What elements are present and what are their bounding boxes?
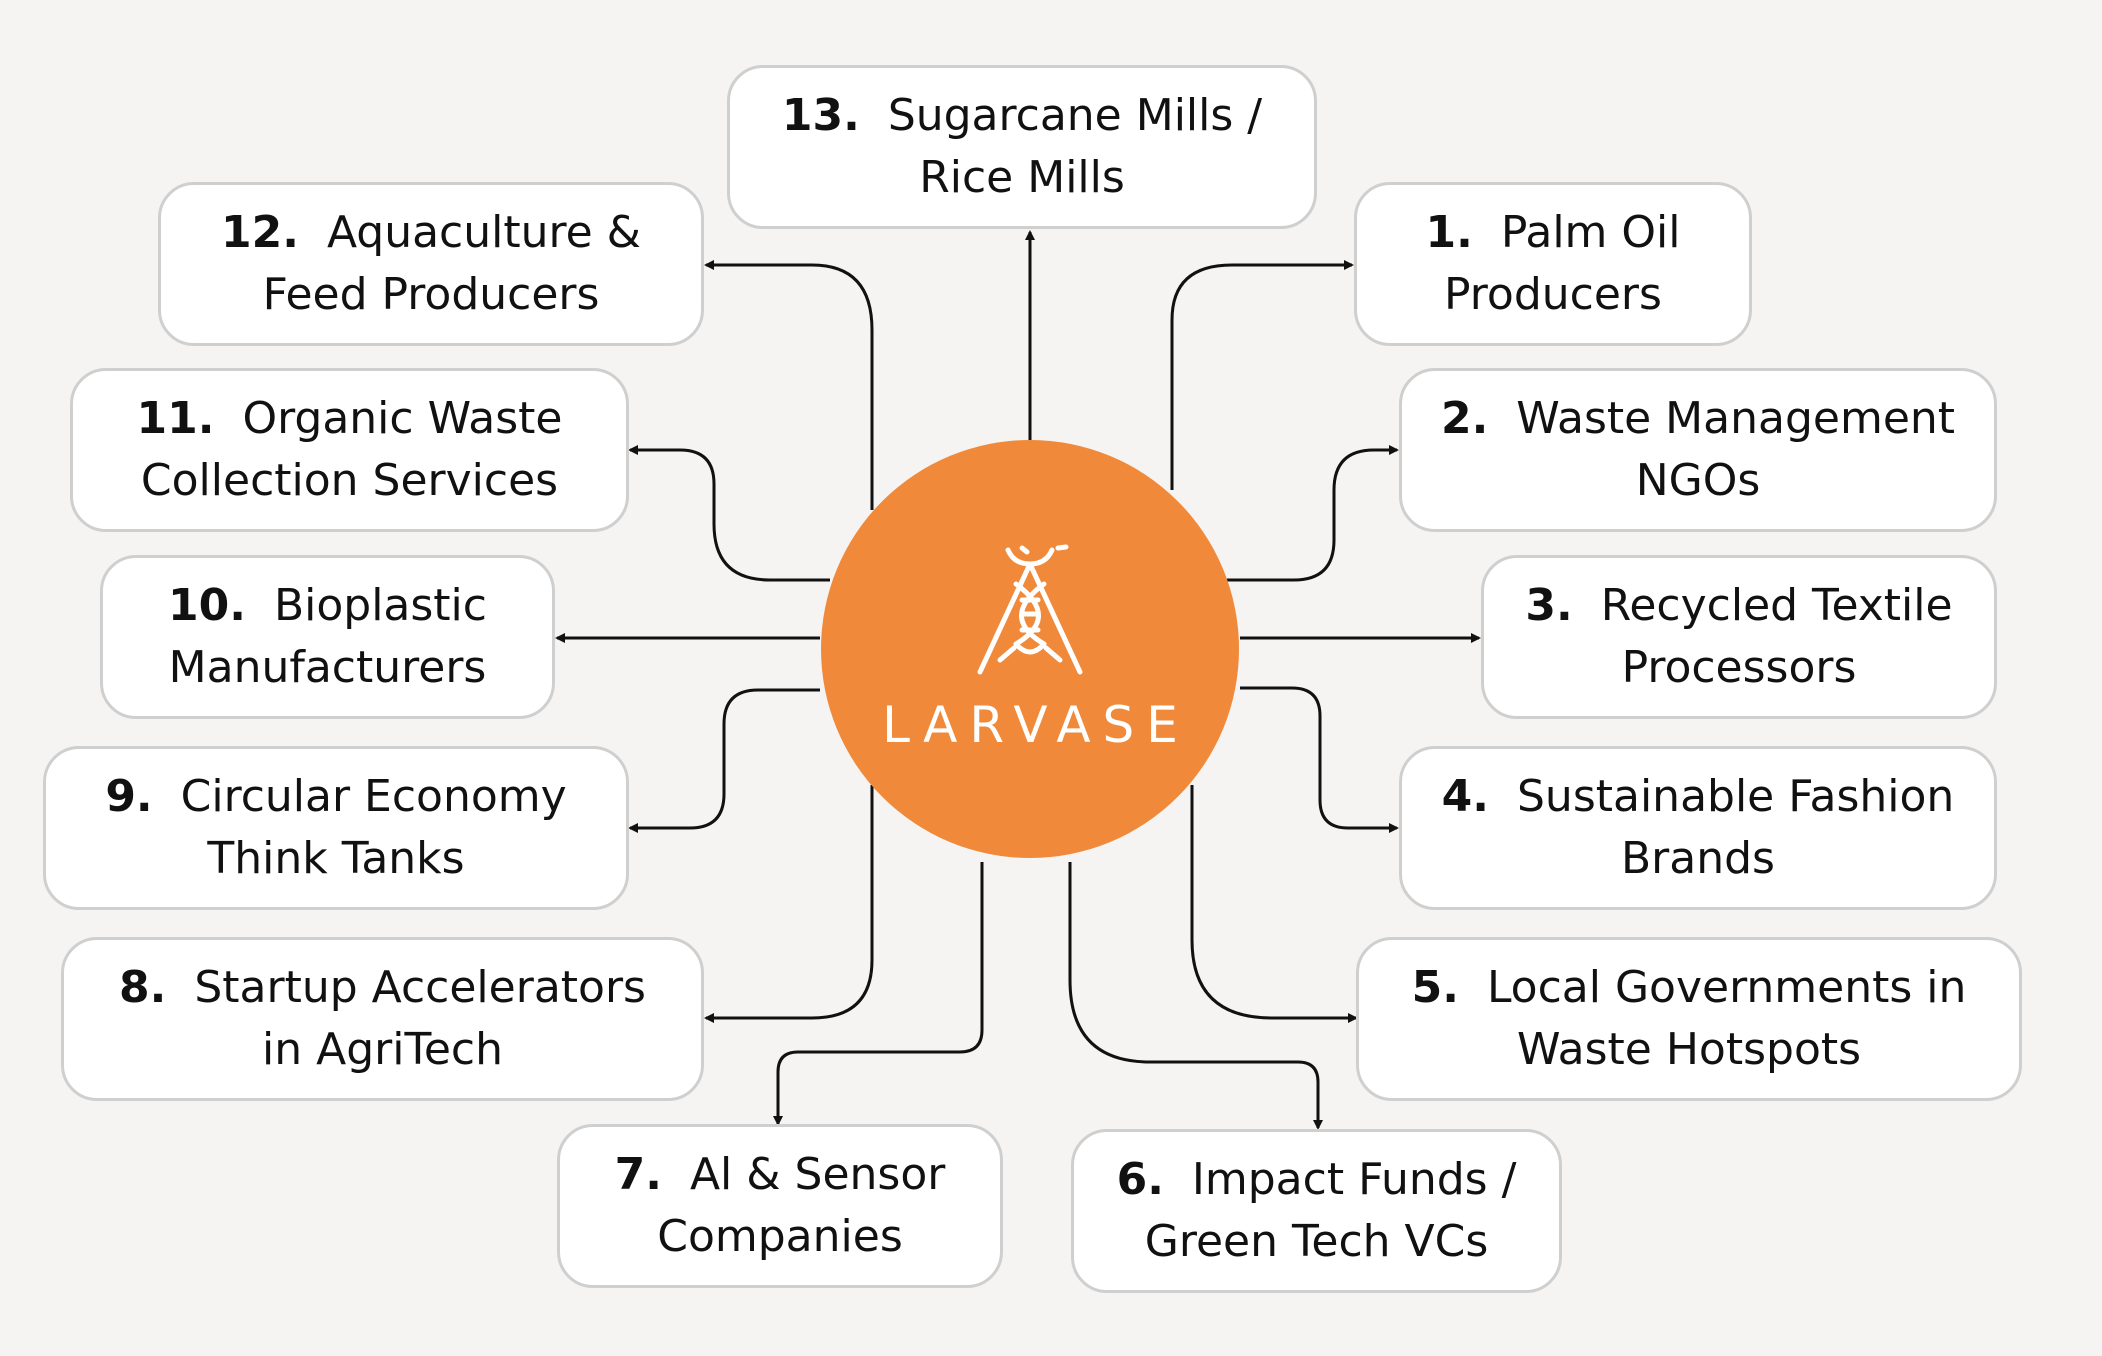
node-label: Waste Management NGOs <box>1516 393 1956 506</box>
connector-7 <box>773 862 984 1126</box>
node-label: Al & Sensor Companies <box>657 1149 946 1262</box>
connector-1 <box>1170 260 1354 490</box>
stakeholder-12: 12. Aquaculture & Feed Producers <box>158 182 704 346</box>
stakeholder-11: 11. Organic Waste Collection Services <box>70 368 629 532</box>
node-label: Aquaculture & Feed Producers <box>262 207 641 320</box>
node-number: 10. <box>168 580 246 631</box>
connector-5 <box>1190 785 1358 1023</box>
connector-8 <box>704 785 874 1023</box>
connector-2 <box>1227 445 1399 582</box>
stakeholder-1: 1. Palm Oil Producers <box>1354 182 1752 346</box>
node-label: Palm Oil Producers <box>1444 207 1681 320</box>
node-number: 5. <box>1411 962 1459 1013</box>
node-label: Sustainable Fashion Brands <box>1517 771 1955 884</box>
stakeholder-4: 4. Sustainable Fashion Brands <box>1399 746 1997 910</box>
node-label: Sugarcane Mills / Rice Mills <box>887 90 1263 203</box>
connector-9 <box>628 688 820 833</box>
stakeholder-2: 2. Waste Management NGOs <box>1399 368 1997 532</box>
node-number: 7. <box>614 1149 662 1200</box>
node-number: 1. <box>1425 207 1473 258</box>
node-label: Bioplastic Manufacturers <box>168 580 487 693</box>
node-number: 2. <box>1440 393 1489 444</box>
stakeholder-9: 9. Circular Economy Think Tanks <box>43 746 629 910</box>
node-label: Recycled Textile Processors <box>1600 580 1953 693</box>
node-number: 8. <box>119 962 167 1013</box>
node-number: 12. <box>221 207 299 258</box>
node-label: Impact Funds / Green Tech VCs <box>1144 1154 1517 1267</box>
node-number: 6. <box>1116 1154 1164 1205</box>
stakeholder-10: 10. Bioplastic Manufacturers <box>100 555 555 719</box>
node-number: 9. <box>105 771 153 822</box>
connector-6 <box>1068 862 1323 1130</box>
stakeholder-5: 5. Local Governments in Waste Hotspots <box>1356 937 2022 1101</box>
connector-12 <box>704 260 874 510</box>
node-label: Startup Accelerators in AgriTech <box>194 962 646 1075</box>
hub-brand-name: LARVASE <box>882 696 1190 754</box>
node-label: Circular Economy Think Tanks <box>180 771 567 884</box>
node-label: Organic Waste Collection Services <box>140 393 563 506</box>
connector-11 <box>628 445 830 582</box>
connector-4 <box>1240 686 1399 833</box>
stakeholder-3: 3. Recycled Textile Processors <box>1481 555 1997 719</box>
node-number: 11. <box>136 393 215 444</box>
node-number: 3. <box>1525 580 1573 631</box>
node-number: 13. <box>781 90 860 141</box>
stakeholder-13: 13. Sugarcane Mills / Rice Mills <box>727 65 1317 229</box>
larva-dna-logo-icon <box>977 544 1083 675</box>
node-label: Local Governments in Waste Hotspots <box>1486 962 1967 1075</box>
node-number: 4. <box>1441 771 1490 822</box>
larvase-hub: LARVASE <box>821 440 1239 858</box>
stakeholder-7: 7. Al & Sensor Companies <box>557 1124 1003 1288</box>
stakeholder-8: 8. Startup Accelerators in AgriTech <box>61 937 704 1101</box>
stakeholder-6: 6. Impact Funds / Green Tech VCs <box>1071 1129 1562 1293</box>
